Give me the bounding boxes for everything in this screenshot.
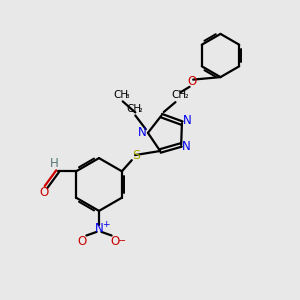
Text: −: − bbox=[118, 236, 127, 246]
Text: CH: CH bbox=[126, 104, 141, 114]
Text: O: O bbox=[111, 235, 120, 248]
Text: ₂: ₂ bbox=[184, 91, 188, 100]
Text: N: N bbox=[94, 222, 103, 236]
Text: CH: CH bbox=[171, 90, 186, 100]
Text: N: N bbox=[182, 140, 191, 153]
Text: O: O bbox=[39, 186, 49, 199]
Text: ₃: ₃ bbox=[126, 92, 130, 100]
Text: H: H bbox=[50, 157, 58, 170]
Text: N: N bbox=[138, 126, 147, 139]
Text: S: S bbox=[132, 149, 140, 162]
Text: N: N bbox=[183, 114, 192, 127]
Text: +: + bbox=[102, 220, 109, 229]
Text: O: O bbox=[78, 235, 87, 248]
Text: ₂: ₂ bbox=[139, 105, 142, 114]
Text: O: O bbox=[187, 75, 196, 88]
Text: CH: CH bbox=[114, 90, 129, 100]
